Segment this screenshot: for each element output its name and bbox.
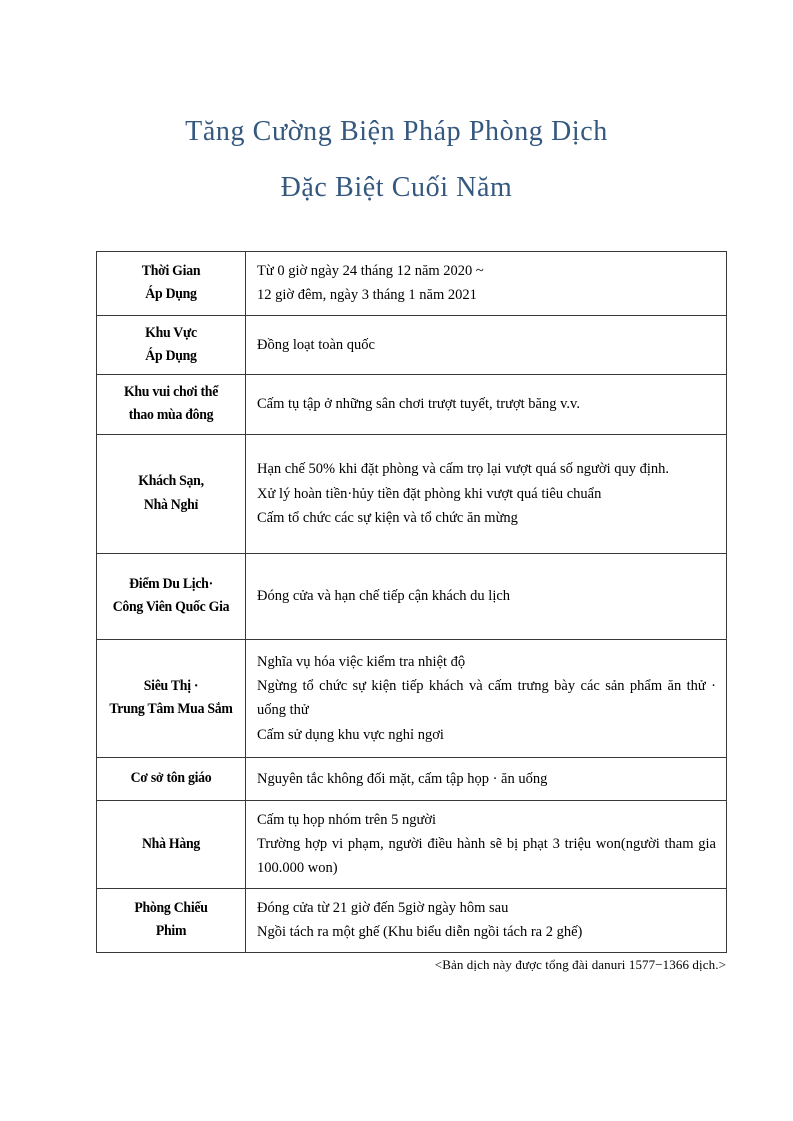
- title-line-2: Đặc Biệt Cuối Năm: [280, 172, 513, 203]
- row-label-line: Khách Sạn,: [138, 473, 204, 490]
- table-row: Nhà Hàng Cấm tụ họp nhóm trên 5 người Tr…: [96, 799, 727, 889]
- row-label-line: thao mùa đông: [128, 407, 214, 424]
- row-label-cell: Thời Gian Áp Dụng: [96, 251, 246, 316]
- row-body: Cấm tụ họp nhóm trên 5 người Trường hợp …: [246, 801, 726, 888]
- row-body-line: Hạn chế 50% khi đặt phòng và cấm trọ lại…: [257, 461, 670, 478]
- row-label-cell: Cơ sở tôn giáo: [96, 756, 246, 801]
- row-body-cell: Đóng cửa và hạn chế tiếp cận khách du lị…: [245, 552, 727, 640]
- row-label-line: Điểm Du Lịch·: [129, 575, 213, 592]
- translation-credit-note: <Bản dịch này được tổng đài danuri 1577−…: [434, 957, 726, 972]
- row-body-line: Ngừng tổ chức sự kiện tiếp khách và cấm …: [257, 677, 716, 719]
- row-label-line: Siêu Thị ·: [143, 677, 199, 694]
- table-row: Khu Vực Áp Dụng Đồng loạt toàn quốc: [96, 314, 727, 376]
- row-label-cell: Khu vui chơi thể thao mùa đông: [96, 374, 246, 435]
- table-row: Khách Sạn, Nhà Nghỉ Hạn chế 50% khi đặt …: [96, 433, 727, 554]
- row-label-cell: Khu Vực Áp Dụng: [96, 314, 246, 376]
- row-body: Cấm tụ tập ở những sân chơi trượt tuyết,…: [246, 385, 726, 423]
- row-body-line: Đóng cửa từ 21 giờ đến 5giờ ngày hôm sau: [257, 899, 509, 916]
- row-body-line: Từ 0 giờ ngày 24 tháng 12 năm 2020 ~: [257, 263, 484, 279]
- row-label-line: Khu Vực: [145, 324, 197, 341]
- row-label: Thời Gian Áp Dụng: [103, 254, 239, 313]
- row-body: Đóng cửa và hạn chế tiếp cận khách du lị…: [246, 577, 726, 615]
- row-label-line: Phim: [155, 923, 187, 940]
- row-body-cell: Đóng cửa từ 21 giờ đến 5giờ ngày hôm sau…: [245, 887, 727, 953]
- row-body: Đóng cửa từ 21 giờ đến 5giờ ngày hôm sau…: [246, 889, 726, 952]
- page-title: Tăng Cường Biện Pháp Phòng Dịch Đặc Biệt…: [0, 118, 793, 202]
- row-body-line: Cấm tụ tập ở những sân chơi trượt tuyết,…: [257, 396, 580, 413]
- row-label-line: Thời Gian: [141, 263, 201, 280]
- row-body: Nghĩa vụ hóa việc kiểm tra nhiệt độ Ngừn…: [246, 643, 726, 754]
- row-label-line: Công Viên Quốc Gia: [112, 599, 230, 616]
- row-body-cell: Nghĩa vụ hóa việc kiểm tra nhiệt độ Ngừn…: [245, 638, 727, 758]
- row-body-cell: Nguyên tắc không đối mặt, cấm tập họp · …: [245, 756, 727, 801]
- row-body-line: Cấm sử dụng khu vực nghỉ ngơi: [257, 726, 444, 743]
- row-body: Đồng loạt toàn quốc: [246, 326, 726, 364]
- measures-table: Thời Gian Áp Dụng Từ 0 giờ ngày 24 tháng…: [96, 251, 727, 953]
- row-body-line: Trường hợp vi phạm, người điều hành sẽ b…: [257, 836, 716, 877]
- title-line-1: Tăng Cường Biện Pháp Phòng Dịch: [185, 116, 608, 147]
- row-label: Nhà Hàng: [103, 827, 239, 862]
- row-label: Siêu Thị · Trung Tâm Mua Sắm: [103, 669, 239, 728]
- row-label-line: Áp Dụng: [145, 286, 197, 303]
- row-label: Khu vui chơi thể thao mùa đông: [103, 375, 239, 434]
- row-body-line: Cấm tổ chức các sự kiện và tổ chức ăn mừ…: [257, 509, 518, 526]
- row-label-line: Nhà Hàng: [141, 835, 200, 852]
- row-label-line: Khu vui chơi thể: [123, 384, 219, 401]
- row-label-cell: Phòng Chiếu Phim: [96, 887, 246, 953]
- row-body-cell: Cấm tụ tập ở những sân chơi trượt tuyết,…: [245, 374, 727, 435]
- row-label: Điểm Du Lịch· Công Viên Quốc Gia: [103, 567, 239, 626]
- row-body-line: Đồng loạt toàn quốc: [257, 336, 375, 353]
- row-body-cell: Hạn chế 50% khi đặt phòng và cấm trọ lại…: [245, 433, 727, 554]
- table-row: Điểm Du Lịch· Công Viên Quốc Gia Đóng cử…: [96, 552, 727, 640]
- row-body-line: Nguyên tắc không đối mặt, cấm tập họp · …: [257, 770, 548, 787]
- row-label: Khách Sạn, Nhà Nghỉ: [103, 464, 239, 523]
- row-label: Cơ sở tôn giáo: [103, 761, 239, 796]
- row-label: Khu Vực Áp Dụng: [103, 316, 239, 375]
- row-label-cell: Khách Sạn, Nhà Nghỉ: [96, 433, 246, 554]
- table-row: Cơ sở tôn giáo Nguyên tắc không đối mặt,…: [96, 756, 727, 801]
- row-label-line: Áp Dụng: [145, 347, 197, 364]
- row-body: Nguyên tắc không đối mặt, cấm tập họp · …: [246, 760, 726, 798]
- table-body: Thời Gian Áp Dụng Từ 0 giờ ngày 24 tháng…: [96, 251, 727, 953]
- table-row: Siêu Thị · Trung Tâm Mua Sắm Nghĩa vụ hó…: [96, 638, 727, 758]
- row-body-line: Ngồi tách ra một ghế (Khu biểu diễn ngồi…: [257, 924, 583, 941]
- row-label-line: Trung Tâm Mua Sắm: [109, 701, 233, 718]
- row-body-line: 12 giờ đêm, ngày 3 tháng 1 năm 2021: [257, 287, 477, 304]
- row-body-line: Đóng cửa và hạn chế tiếp cận khách du lị…: [257, 588, 511, 605]
- row-body: Hạn chế 50% khi đặt phòng và cấm trọ lại…: [246, 450, 726, 537]
- row-body: Từ 0 giờ ngày 24 tháng 12 năm 2020 ~ 12 …: [246, 252, 726, 315]
- row-body-cell: Đồng loạt toàn quốc: [245, 314, 727, 376]
- table-row: Thời Gian Áp Dụng Từ 0 giờ ngày 24 tháng…: [96, 251, 727, 316]
- row-label-cell: Siêu Thị · Trung Tâm Mua Sắm: [96, 638, 246, 758]
- row-body-line: Cấm tụ họp nhóm trên 5 người: [257, 811, 437, 828]
- row-label: Phòng Chiếu Phim: [103, 891, 239, 950]
- row-body-line: Nghĩa vụ hóa việc kiểm tra nhiệt độ: [257, 653, 466, 670]
- row-body-cell: Cấm tụ họp nhóm trên 5 người Trường hợp …: [245, 799, 727, 889]
- row-body-line: Xử lý hoàn tiền·hủy tiền đặt phòng khi v…: [257, 485, 602, 502]
- row-label-cell: Điểm Du Lịch· Công Viên Quốc Gia: [96, 552, 246, 640]
- row-label-cell: Nhà Hàng: [96, 799, 246, 889]
- table-row: Khu vui chơi thể thao mùa đông Cấm tụ tậ…: [96, 374, 727, 435]
- row-label-line: Cơ sở tôn giáo: [130, 770, 212, 787]
- row-label-line: Nhà Nghỉ: [143, 496, 199, 513]
- table-row: Phòng Chiếu Phim Đóng cửa từ 21 giờ đến …: [96, 887, 727, 953]
- row-label-line: Phòng Chiếu: [134, 899, 208, 916]
- row-body-cell: Từ 0 giờ ngày 24 tháng 12 năm 2020 ~ 12 …: [245, 251, 727, 316]
